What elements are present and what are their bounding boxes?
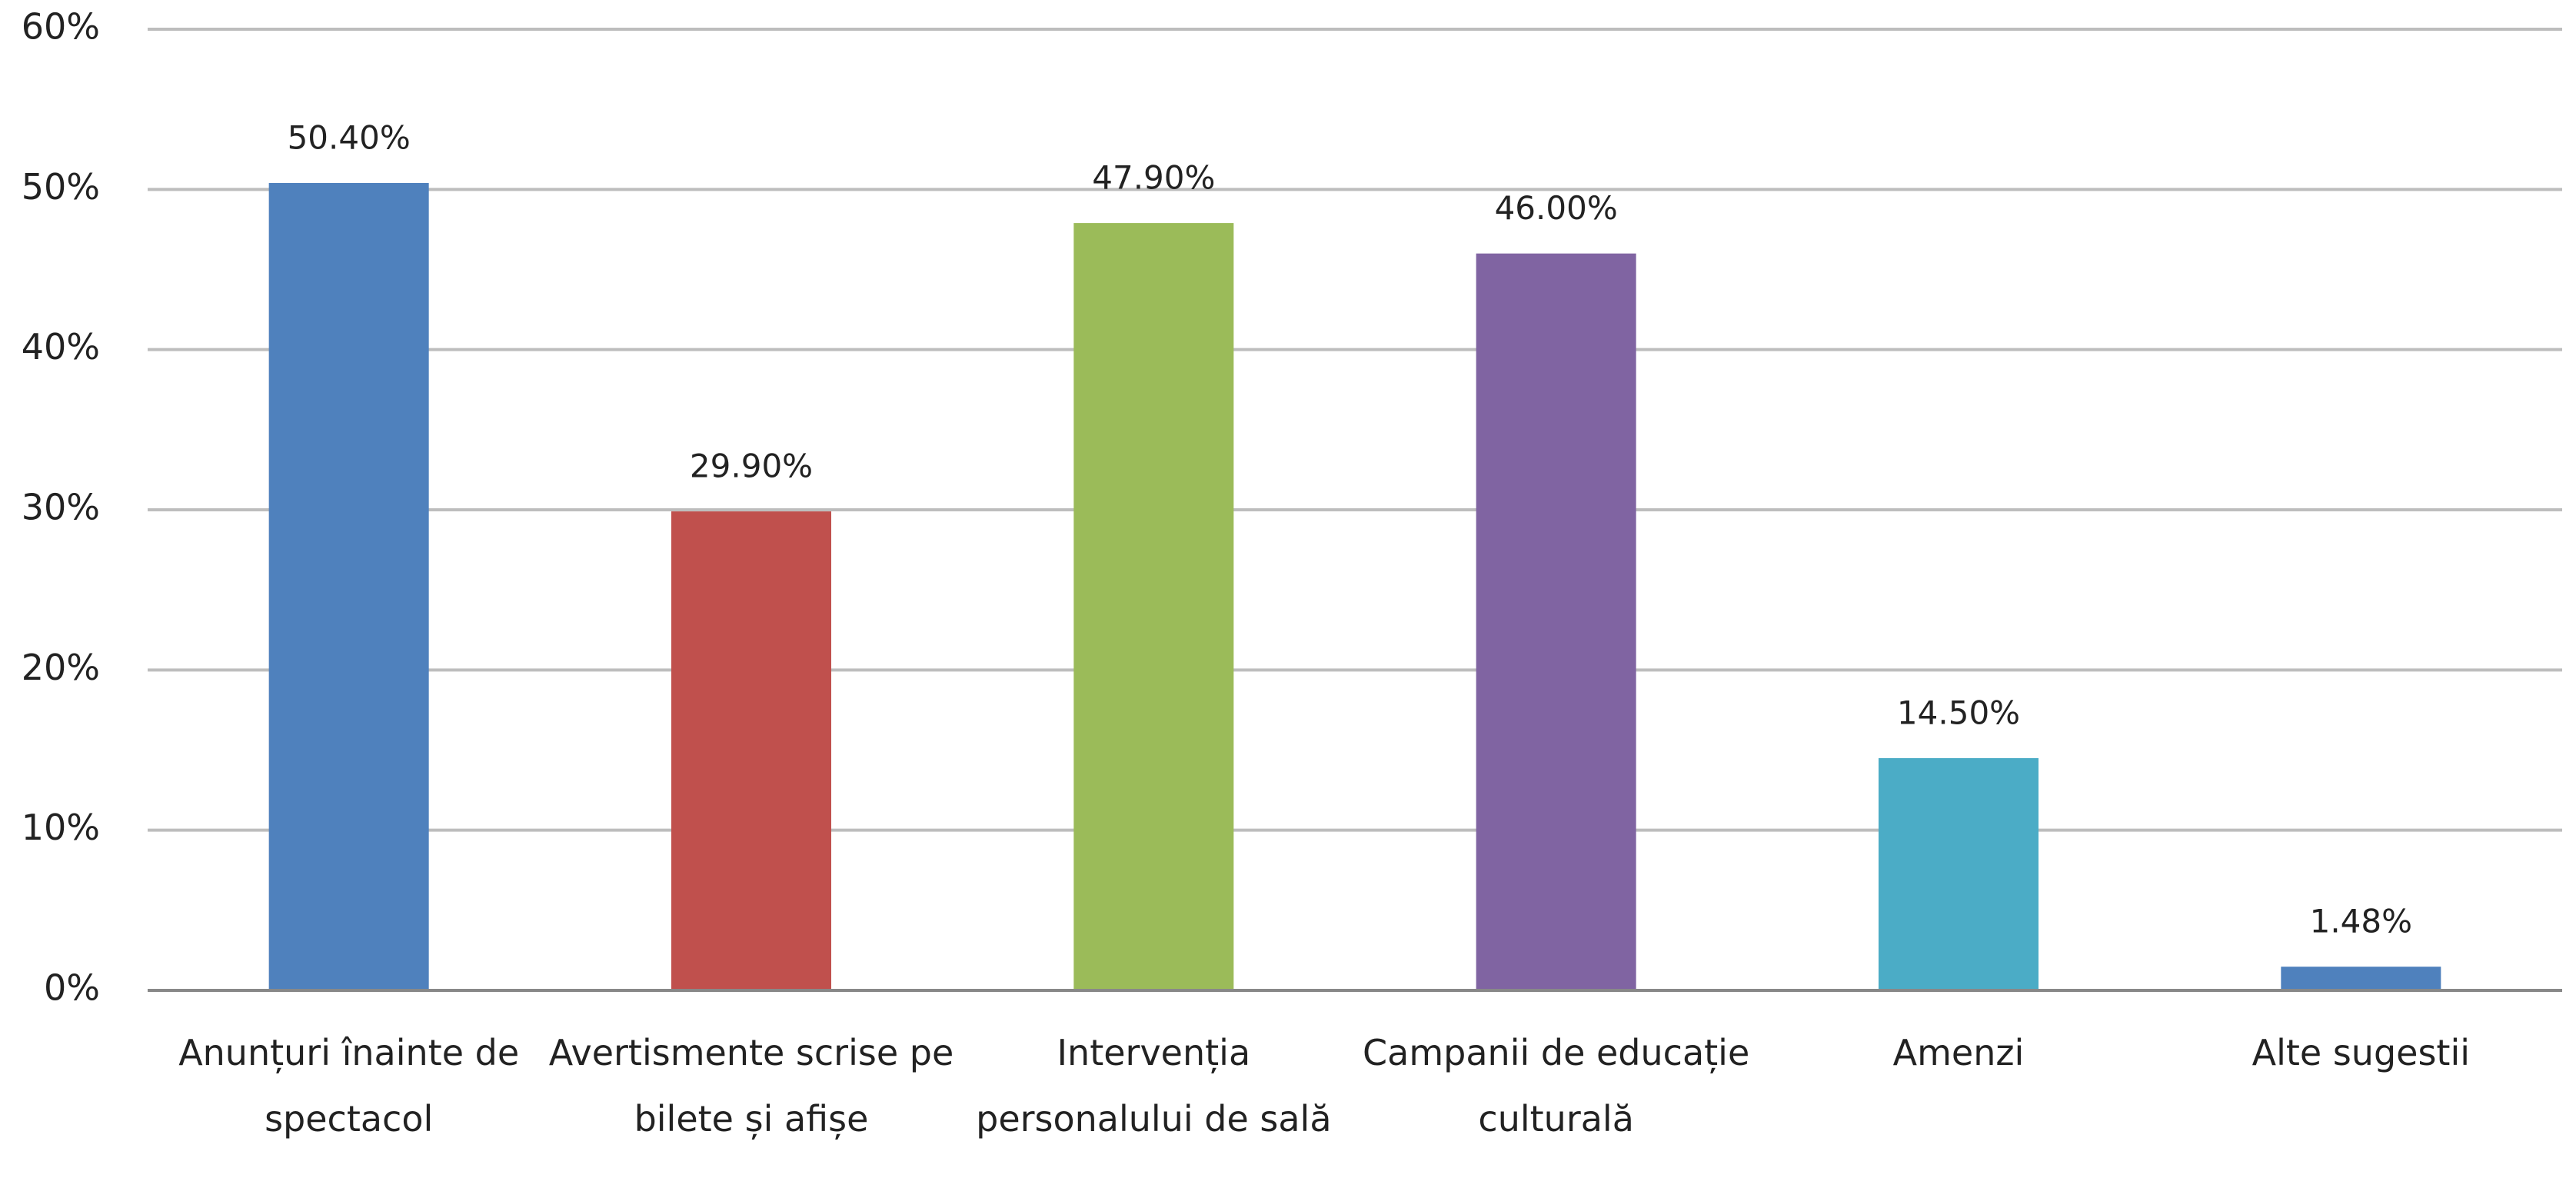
bar: [268, 183, 429, 990]
y-tick-label: 10%: [22, 807, 100, 848]
bar: [1879, 757, 2039, 990]
bar: [1476, 253, 1636, 991]
data-label: 14.50%: [1897, 694, 2020, 731]
bar: [2281, 967, 2441, 990]
y-tick-label: 50%: [22, 166, 100, 208]
bar: [671, 511, 831, 990]
data-label: 29.90%: [690, 448, 813, 485]
x-tick-label: Intervenția personalului de sală: [976, 1032, 1332, 1140]
x-tick-label: Anunțuri înainte de spectacol: [178, 1032, 520, 1140]
x-tick-label: Amenzi: [1892, 1032, 2025, 1073]
x-tick-label: Alte sugestii: [2252, 1032, 2471, 1073]
data-label: 46.00%: [1495, 189, 1618, 227]
y-tick-label: 30%: [22, 487, 100, 528]
data-label: 50.40%: [288, 119, 411, 157]
x-tick-label: Avertismente scrise pe bilete și afișe: [548, 1032, 954, 1140]
data-label: 47.90%: [1092, 159, 1215, 197]
y-tick-label: 40%: [22, 326, 100, 368]
y-tick-label: 60%: [22, 6, 100, 48]
x-tick-label: Campanii de educație culturală: [1363, 1032, 1750, 1140]
data-label: 1.48%: [2310, 903, 2412, 940]
y-tick-label: 0%: [44, 967, 100, 1009]
bar: [1073, 223, 1234, 990]
y-tick-label: 20%: [22, 647, 100, 688]
